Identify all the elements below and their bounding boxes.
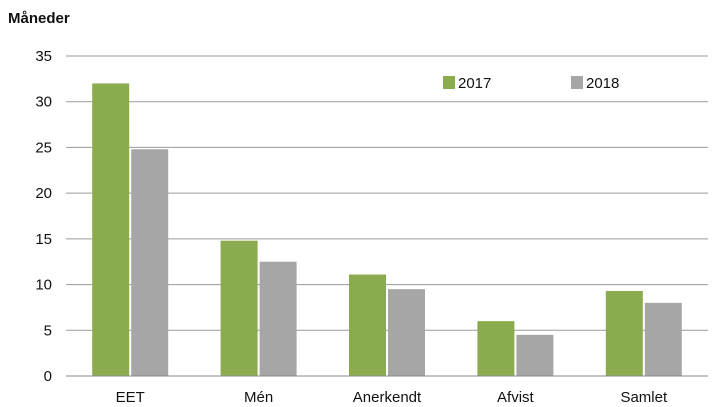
y-tick-label: 10 (35, 277, 52, 294)
x-category-label: Samlet (620, 389, 668, 406)
y-tick-label: 20 (35, 185, 52, 202)
bar-samlet-2017 (605, 290, 643, 376)
y-tick-label: 30 (35, 94, 52, 111)
y-axis-ticks: 0 5 10 15 20 25 30 35 (35, 48, 52, 385)
bar-eet-2018 (131, 149, 169, 376)
y-tick-label: 15 (35, 231, 52, 248)
y-tick-label: 35 (35, 48, 52, 65)
legend: 2017 2018 (443, 75, 619, 92)
bar-afvist-2018 (516, 334, 554, 376)
x-category-label: EET (116, 389, 145, 406)
legend-swatch-2017 (443, 76, 455, 89)
bar-m-n-2017 (220, 240, 258, 376)
x-category-label: Afvist (497, 389, 535, 406)
legend-label: 2017 (458, 75, 491, 92)
bar-eet-2017 (92, 83, 130, 376)
bar-anerkendt-2018 (388, 289, 425, 376)
y-tick-label: 5 (44, 322, 52, 339)
gridlines (66, 55, 708, 331)
bar-anerkendt-2017 (349, 274, 386, 376)
y-axis-label: Måneder (8, 10, 70, 27)
bar-m-n-2018 (259, 261, 297, 376)
legend-label: 2018 (586, 75, 619, 92)
y-tick-label: 0 (44, 368, 52, 385)
x-category-label: Anerkendt (353, 389, 422, 406)
x-axis-categories: EET Mén Anerkendt Afvist Samlet (116, 389, 668, 406)
bar-samlet-2018 (644, 302, 682, 376)
x-category-label: Mén (244, 389, 273, 406)
y-tick-label: 25 (35, 139, 52, 156)
legend-swatch-2018 (571, 76, 583, 89)
bars (92, 83, 682, 376)
bar-afvist-2017 (477, 321, 515, 376)
